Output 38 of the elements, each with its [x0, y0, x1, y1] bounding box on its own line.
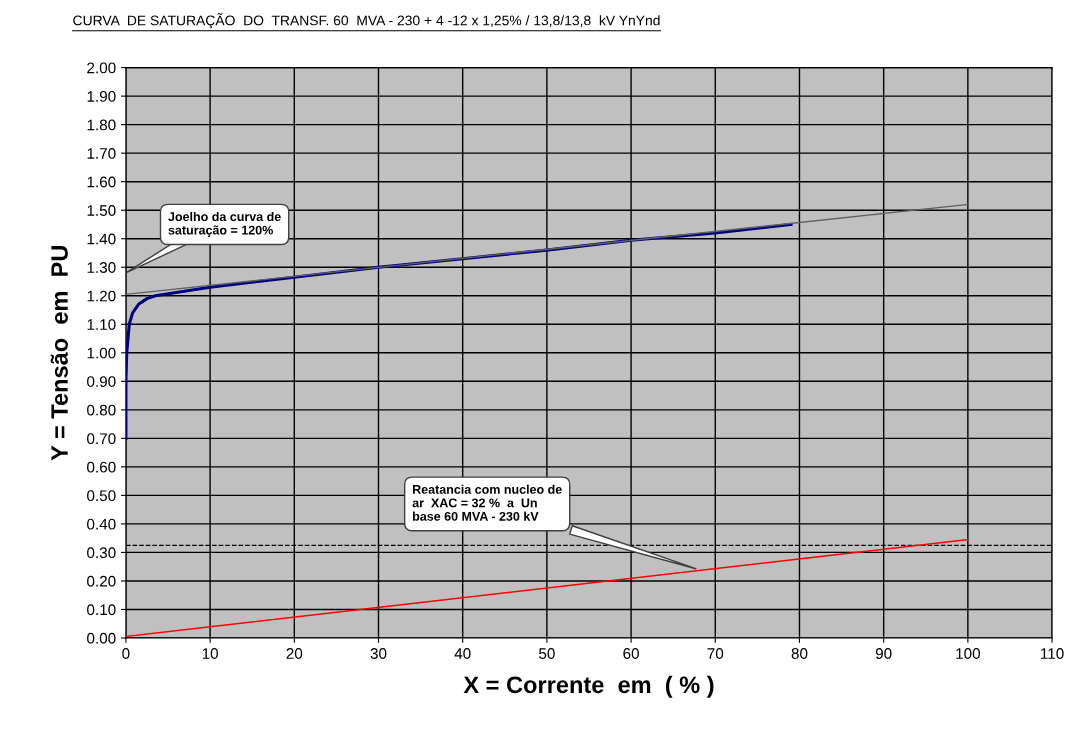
y-tick-label: 1.20 [87, 290, 116, 302]
y-tick-label: 1.60 [87, 176, 116, 188]
y-tick-label: 1.80 [87, 119, 116, 131]
x-tick-label: 70 [707, 648, 724, 659]
x-tick-label: 60 [623, 648, 639, 659]
x-tick-label: 20 [286, 648, 303, 659]
y-tick-label: 0.80 [87, 404, 116, 416]
y-tick-label: 2.00 [87, 62, 116, 74]
x-tick-label: 90 [875, 648, 892, 659]
x-axis-title: X = Corrente em ( % ) [463, 675, 714, 698]
chart-title: CURVA DE SATURAÇÃO DO TRANSF. 60 MVA - 230 + 4 -12 x 1,25% / 13,8/13,8 kV YnYnd [73, 13, 660, 29]
x-tick-label: 110 [1041, 648, 1064, 659]
x-tick-label: 100 [956, 648, 981, 659]
y-tick-label: 0.90 [87, 376, 116, 387]
y-tick-label: 0.70 [87, 433, 116, 445]
annotation: Reatancia com nucleo de ar XAC = 32 % a Un base 60 MVA - 230 kV [412, 484, 562, 521]
y-tick-label: 1.70 [87, 148, 116, 159]
y-tick-label: 1.40 [87, 233, 116, 245]
x-tick-label: 30 [370, 648, 387, 659]
x-tick-label: 50 [539, 648, 555, 659]
x-tick-label: 10 [202, 648, 218, 659]
annotation: Joelho da curva de saturação = 120% [168, 211, 281, 238]
y-tick-label: 1.90 [87, 91, 116, 102]
x-tick-label: 0 [122, 648, 130, 659]
y-tick-label: 0.00 [87, 632, 116, 644]
y-tick-label: 0.10 [87, 604, 116, 616]
y-tick-label: 1.30 [87, 262, 116, 273]
y-tick-label: 1.10 [87, 319, 116, 330]
y-tick-label: 0.40 [87, 518, 116, 530]
y-tick-label: 0.30 [87, 547, 116, 559]
x-tick-label: 80 [791, 648, 808, 659]
y-tick-label: 0.60 [87, 461, 116, 473]
y-tick-label: 1.50 [87, 205, 116, 216]
y-tick-label: 1.00 [87, 347, 116, 359]
x-tick-label: 40 [454, 648, 471, 659]
y-tick-label: 0.20 [87, 575, 116, 587]
y-tick-label: 0.50 [87, 490, 116, 502]
y-axis-title: Y = Tensão em PU [50, 246, 68, 461]
